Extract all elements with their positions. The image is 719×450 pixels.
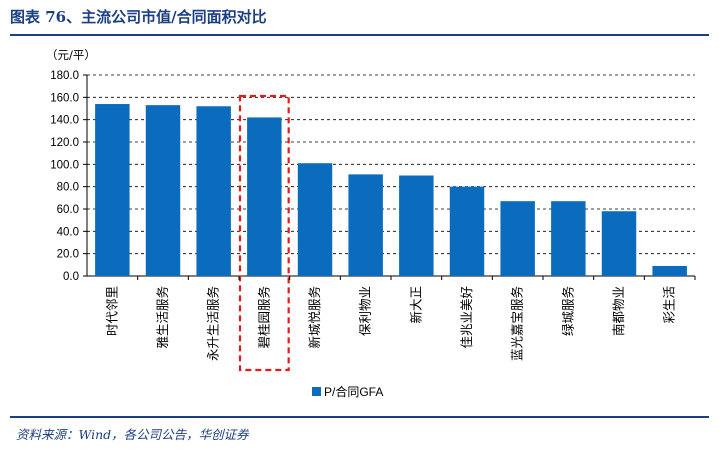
title-rule — [10, 34, 709, 36]
legend-label: P/合同GFA — [324, 384, 383, 399]
x-category-label: 新大正 — [408, 286, 423, 324]
bar — [95, 104, 130, 277]
chart-title: 图表 76、主流公司市值/合同面积对比 — [10, 8, 267, 26]
highlight-box — [238, 94, 290, 372]
x-category-label: 绿城服务 — [560, 286, 575, 336]
y-tick-label: 0.0 — [63, 271, 79, 283]
y-tick-label: 100.0 — [50, 159, 79, 171]
bar — [247, 117, 282, 276]
legend-swatch — [312, 387, 321, 396]
y-tick-label: 160.0 — [50, 92, 79, 104]
x-category-label: 南都物业 — [611, 286, 626, 336]
x-category-label: 彩生活 — [662, 286, 677, 324]
bar — [551, 201, 586, 276]
y-tick-label: 120.0 — [50, 137, 79, 149]
bar — [449, 186, 485, 276]
bar-chart: （元/平） 0.0 20.0 40.0 60.0 80.0 100.0 120.0 140.0… — [46, 48, 696, 399]
bar — [500, 201, 535, 276]
y-tick-label: 80.0 — [57, 182, 79, 194]
y-tick-label: 60.0 — [57, 204, 79, 216]
bar — [196, 106, 231, 277]
bar — [601, 211, 637, 276]
x-category-label: 佳兆业美好 — [459, 286, 474, 349]
x-category-label: 蓝光嘉宝服务 — [510, 286, 525, 361]
x-category-label: 雅生活服务 — [155, 286, 170, 349]
x-category-label: 永升生活服务 — [206, 286, 221, 361]
footer-rule — [10, 416, 709, 418]
x-category-label: 新城悦服务 — [307, 286, 322, 349]
bar — [652, 265, 687, 276]
bar — [348, 174, 383, 276]
bar — [297, 163, 333, 276]
bar — [145, 105, 181, 277]
bar — [399, 175, 434, 276]
x-category-label: 碧桂园服务 — [256, 286, 271, 349]
y-tick-label: 180.0 — [50, 70, 79, 82]
y-tick-label: 140.0 — [50, 115, 79, 127]
x-category-label: 时代邻里 — [104, 286, 119, 336]
y-axis-unit-label: （元/平） — [46, 48, 96, 62]
source-note: 资料来源：Wind，各公司公告，华创证券 — [16, 427, 249, 442]
y-tick-label: 40.0 — [57, 226, 79, 238]
x-category-label: 保利物业 — [358, 286, 373, 336]
y-tick-label: 20.0 — [57, 249, 79, 261]
